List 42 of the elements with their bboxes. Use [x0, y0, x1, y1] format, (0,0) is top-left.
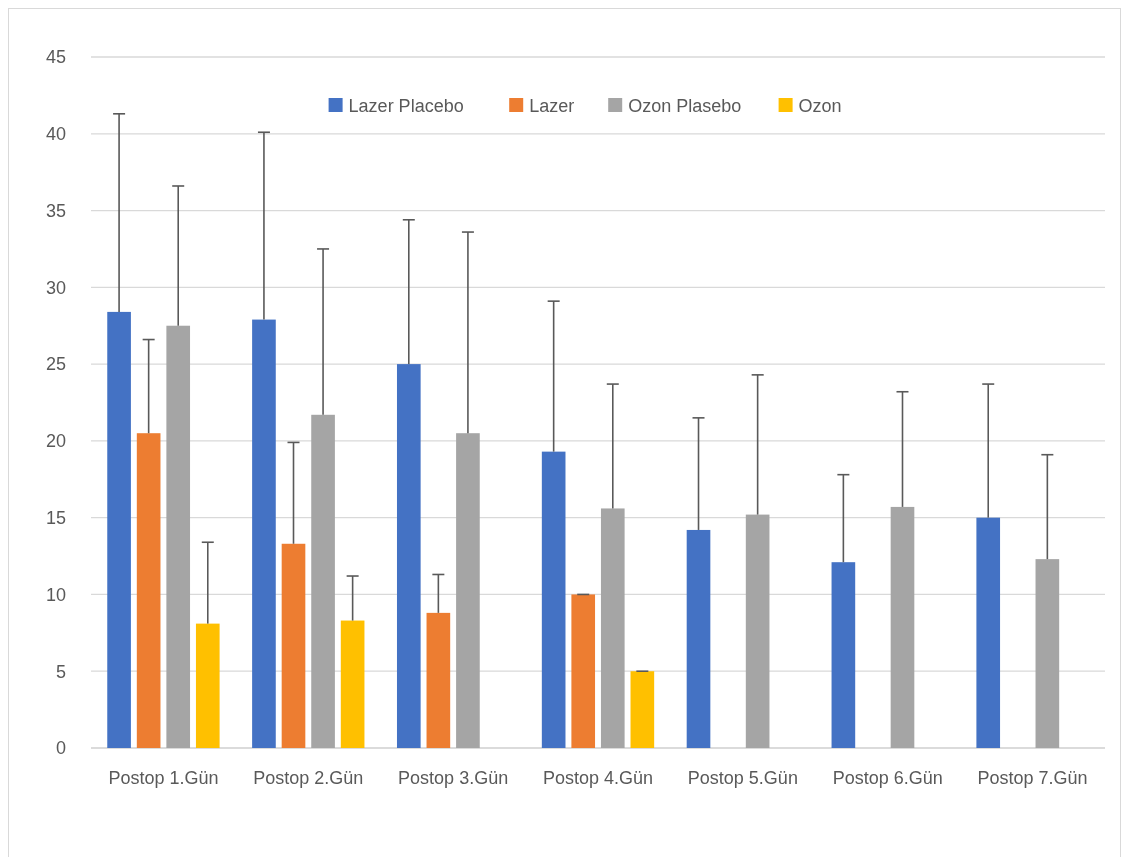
- bar: [281, 543, 306, 748]
- bar: [396, 364, 421, 748]
- bar: [630, 671, 655, 748]
- x-tick-label: Postop 4.Gün: [542, 768, 654, 788]
- y-tick-label: 45: [45, 47, 66, 68]
- legend-label: Ozon Plasebo: [628, 96, 742, 116]
- bar: [831, 562, 856, 748]
- x-tick-label: Postop 2.Gün: [253, 768, 364, 788]
- bar: [340, 620, 365, 748]
- bar: [571, 594, 596, 748]
- bar: [686, 529, 711, 748]
- legend-label: Lazer: [529, 96, 575, 116]
- legend-label: Lazer Placebo: [348, 96, 464, 116]
- legend-label: Ozon: [798, 96, 842, 116]
- y-tick-label: 0: [55, 738, 66, 759]
- bar: [745, 514, 770, 748]
- bar: [890, 506, 915, 748]
- y-tick-label: 20: [45, 431, 66, 452]
- x-tick-label: Postop 1.Gün: [108, 768, 219, 788]
- bar: [252, 319, 276, 748]
- y-tick-label: 10: [45, 584, 66, 605]
- bar: [541, 451, 566, 748]
- y-tick-label: 15: [45, 507, 66, 528]
- y-tick-label: 30: [45, 277, 66, 298]
- bar: [1035, 559, 1060, 748]
- y-tick-label: 35: [45, 200, 66, 221]
- bar: [107, 311, 131, 748]
- bar: [600, 508, 625, 748]
- y-tick-label: 5: [55, 661, 66, 682]
- y-tick-label: 25: [45, 354, 66, 375]
- bar: [195, 623, 220, 748]
- bar: [166, 325, 191, 748]
- x-tick-label: Postop 5.Gün: [687, 768, 798, 788]
- x-tick-label: Postop 7.Gün: [977, 768, 1088, 788]
- bar: [976, 517, 1001, 748]
- bar: [311, 414, 335, 748]
- bar: [456, 433, 480, 748]
- bar: [426, 612, 451, 748]
- bar: [136, 433, 161, 748]
- y-tick-label: 40: [45, 124, 66, 145]
- x-tick-label: Postop 3.Gün: [398, 768, 509, 788]
- x-tick-label: Postop 6.Gün: [832, 768, 943, 788]
